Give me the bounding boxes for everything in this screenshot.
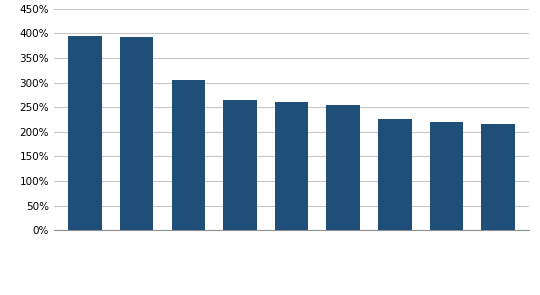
- Bar: [430, 122, 463, 230]
- Bar: [120, 37, 153, 230]
- Bar: [327, 105, 360, 230]
- Bar: [172, 80, 205, 230]
- Bar: [378, 119, 411, 230]
- Bar: [482, 124, 515, 230]
- Bar: [223, 100, 256, 230]
- Bar: [275, 102, 308, 230]
- Bar: [68, 36, 102, 230]
